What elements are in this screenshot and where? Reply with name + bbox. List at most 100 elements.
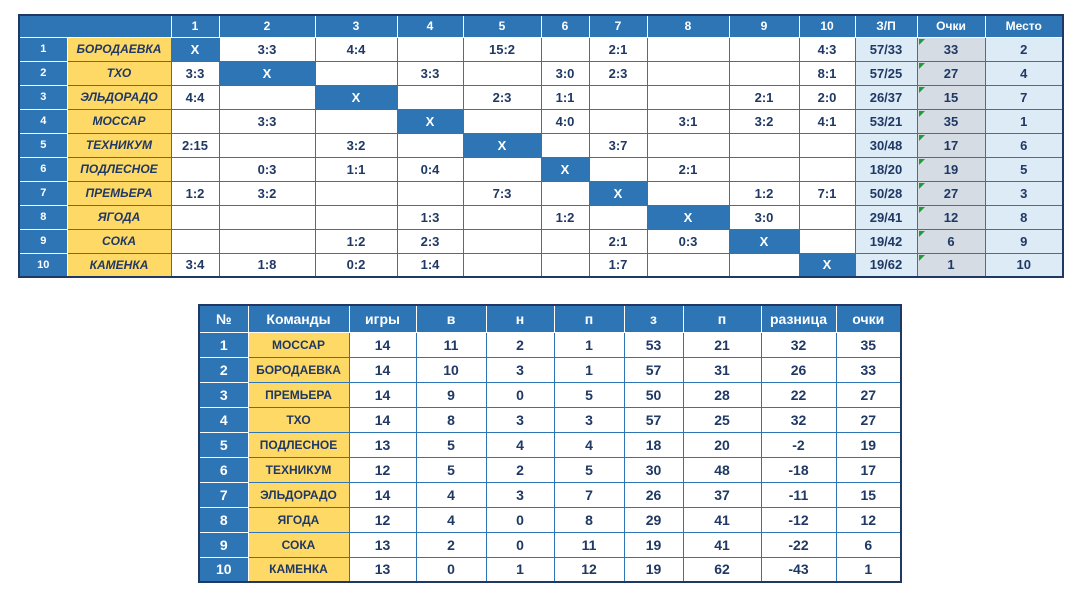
points-cell[interactable]: 17 — [916, 132, 986, 158]
team-name-cell[interactable]: ТХО — [247, 406, 350, 433]
stat-cell[interactable]: 8 — [553, 506, 625, 533]
stat-cell[interactable]: 0 — [485, 381, 555, 408]
score-cell[interactable] — [588, 108, 648, 134]
stat-cell[interactable]: 12 — [348, 456, 417, 483]
goals-ratio-cell[interactable]: 19/62 — [854, 252, 918, 278]
points-cell[interactable]: 33 — [916, 36, 986, 62]
rank-cell[interactable]: 9 — [198, 531, 249, 558]
stat-cell[interactable]: 5 — [553, 381, 625, 408]
score-cell[interactable]: 3:2 — [728, 108, 800, 134]
points-cell[interactable]: 6 — [916, 228, 986, 254]
score-cell[interactable]: 2:1 — [588, 228, 648, 254]
stat-cell[interactable]: -43 — [760, 556, 837, 583]
score-cell[interactable] — [646, 252, 730, 278]
stat-cell[interactable]: 12 — [553, 556, 625, 583]
score-cell[interactable]: 4:0 — [540, 108, 590, 134]
stat-cell[interactable]: 53 — [623, 331, 684, 358]
score-cell[interactable] — [728, 252, 800, 278]
diagonal-cell[interactable]: X — [728, 228, 800, 254]
score-cell[interactable] — [646, 60, 730, 86]
stat-cell[interactable]: 14 — [348, 331, 417, 358]
score-cell[interactable]: 1:4 — [396, 252, 464, 278]
rank-cell[interactable]: 6 — [198, 456, 249, 483]
place-cell[interactable]: 7 — [984, 84, 1064, 110]
stat-cell[interactable]: 3 — [485, 481, 555, 508]
score-cell[interactable] — [540, 132, 590, 158]
stat-cell[interactable]: 26 — [760, 356, 837, 383]
col-header[interactable]: 8 — [646, 14, 730, 38]
team-name-cell[interactable]: БОРОДАЕВКА — [247, 356, 350, 383]
score-cell[interactable]: 1:2 — [170, 180, 220, 206]
points-cell[interactable]: 35 — [916, 108, 986, 134]
score-cell[interactable]: 8:1 — [798, 60, 856, 86]
points-cell[interactable]: 1 — [916, 252, 986, 278]
score-cell[interactable]: 3:1 — [646, 108, 730, 134]
col-header[interactable]: п — [553, 304, 625, 333]
stat-cell[interactable]: 3 — [485, 406, 555, 433]
team-name-cell[interactable]: ЭЛЬДОРАДО — [247, 481, 350, 508]
col-header[interactable]: разница — [760, 304, 837, 333]
stat-cell[interactable]: 5 — [415, 456, 487, 483]
stat-cell[interactable]: 32 — [760, 406, 837, 433]
col-header[interactable]: 7 — [588, 14, 648, 38]
points-cell[interactable]: 27 — [916, 180, 986, 206]
score-cell[interactable]: 2:15 — [170, 132, 220, 158]
stat-cell[interactable]: 14 — [348, 356, 417, 383]
team-name-cell[interactable]: ЯГОДА — [66, 204, 172, 230]
team-name-cell[interactable]: ПРЕМЬЕРА — [247, 381, 350, 408]
rank-cell[interactable]: 3 — [198, 381, 249, 408]
row-number[interactable]: 6 — [18, 156, 68, 182]
score-cell[interactable]: 4:3 — [798, 36, 856, 62]
stat-cell[interactable]: 2 — [415, 531, 487, 558]
col-header[interactable]: Место — [984, 14, 1064, 38]
score-cell[interactable] — [588, 204, 648, 230]
stat-cell[interactable]: 32 — [760, 331, 837, 358]
score-cell[interactable] — [396, 84, 464, 110]
stat-cell[interactable]: -22 — [760, 531, 837, 558]
score-cell[interactable] — [798, 156, 856, 182]
team-name-cell[interactable]: МОССАР — [247, 331, 350, 358]
goals-ratio-cell[interactable]: 30/48 — [854, 132, 918, 158]
score-cell[interactable] — [728, 36, 800, 62]
diagonal-cell[interactable]: X — [218, 60, 316, 86]
stat-cell[interactable]: -18 — [760, 456, 837, 483]
col-header[interactable]: очки — [835, 304, 902, 333]
goals-ratio-cell[interactable]: 57/33 — [854, 36, 918, 62]
stat-cell[interactable]: 31 — [682, 356, 762, 383]
diagonal-cell[interactable]: X — [462, 132, 542, 158]
team-name-cell[interactable]: МОССАР — [66, 108, 172, 134]
stat-cell[interactable]: 18 — [623, 431, 684, 458]
place-cell[interactable]: 10 — [984, 252, 1064, 278]
stat-cell[interactable]: 8 — [415, 406, 487, 433]
score-cell[interactable] — [314, 60, 398, 86]
score-cell[interactable] — [588, 84, 648, 110]
diagonal-cell[interactable]: X — [646, 204, 730, 230]
row-number[interactable]: 9 — [18, 228, 68, 254]
diagonal-cell[interactable]: X — [170, 36, 220, 62]
col-header[interactable]: з — [623, 304, 684, 333]
team-name-cell[interactable]: ТЕХНИКУМ — [66, 132, 172, 158]
stat-cell[interactable]: -2 — [760, 431, 837, 458]
score-cell[interactable]: 3:0 — [728, 204, 800, 230]
col-header[interactable]: п — [682, 304, 762, 333]
points-cell[interactable]: 12 — [916, 204, 986, 230]
stat-cell[interactable]: 4 — [415, 506, 487, 533]
col-header[interactable]: Команды — [247, 304, 350, 333]
diagonal-cell[interactable]: X — [588, 180, 648, 206]
stat-cell[interactable]: 20 — [682, 431, 762, 458]
stat-cell[interactable]: 5 — [415, 431, 487, 458]
score-cell[interactable] — [798, 204, 856, 230]
row-number[interactable]: 3 — [18, 84, 68, 110]
score-cell[interactable] — [170, 156, 220, 182]
stat-cell[interactable]: 4 — [485, 431, 555, 458]
stat-cell[interactable]: 14 — [348, 381, 417, 408]
stat-cell[interactable]: 0 — [415, 556, 487, 583]
stat-cell[interactable]: 50 — [623, 381, 684, 408]
team-name-cell[interactable]: ПОДЛЕСНОЕ — [66, 156, 172, 182]
score-cell[interactable] — [218, 132, 316, 158]
stat-cell[interactable]: 13 — [348, 531, 417, 558]
team-name-cell[interactable]: ТЕХНИКУМ — [247, 456, 350, 483]
score-cell[interactable] — [396, 132, 464, 158]
score-cell[interactable] — [540, 180, 590, 206]
goals-ratio-cell[interactable]: 53/21 — [854, 108, 918, 134]
